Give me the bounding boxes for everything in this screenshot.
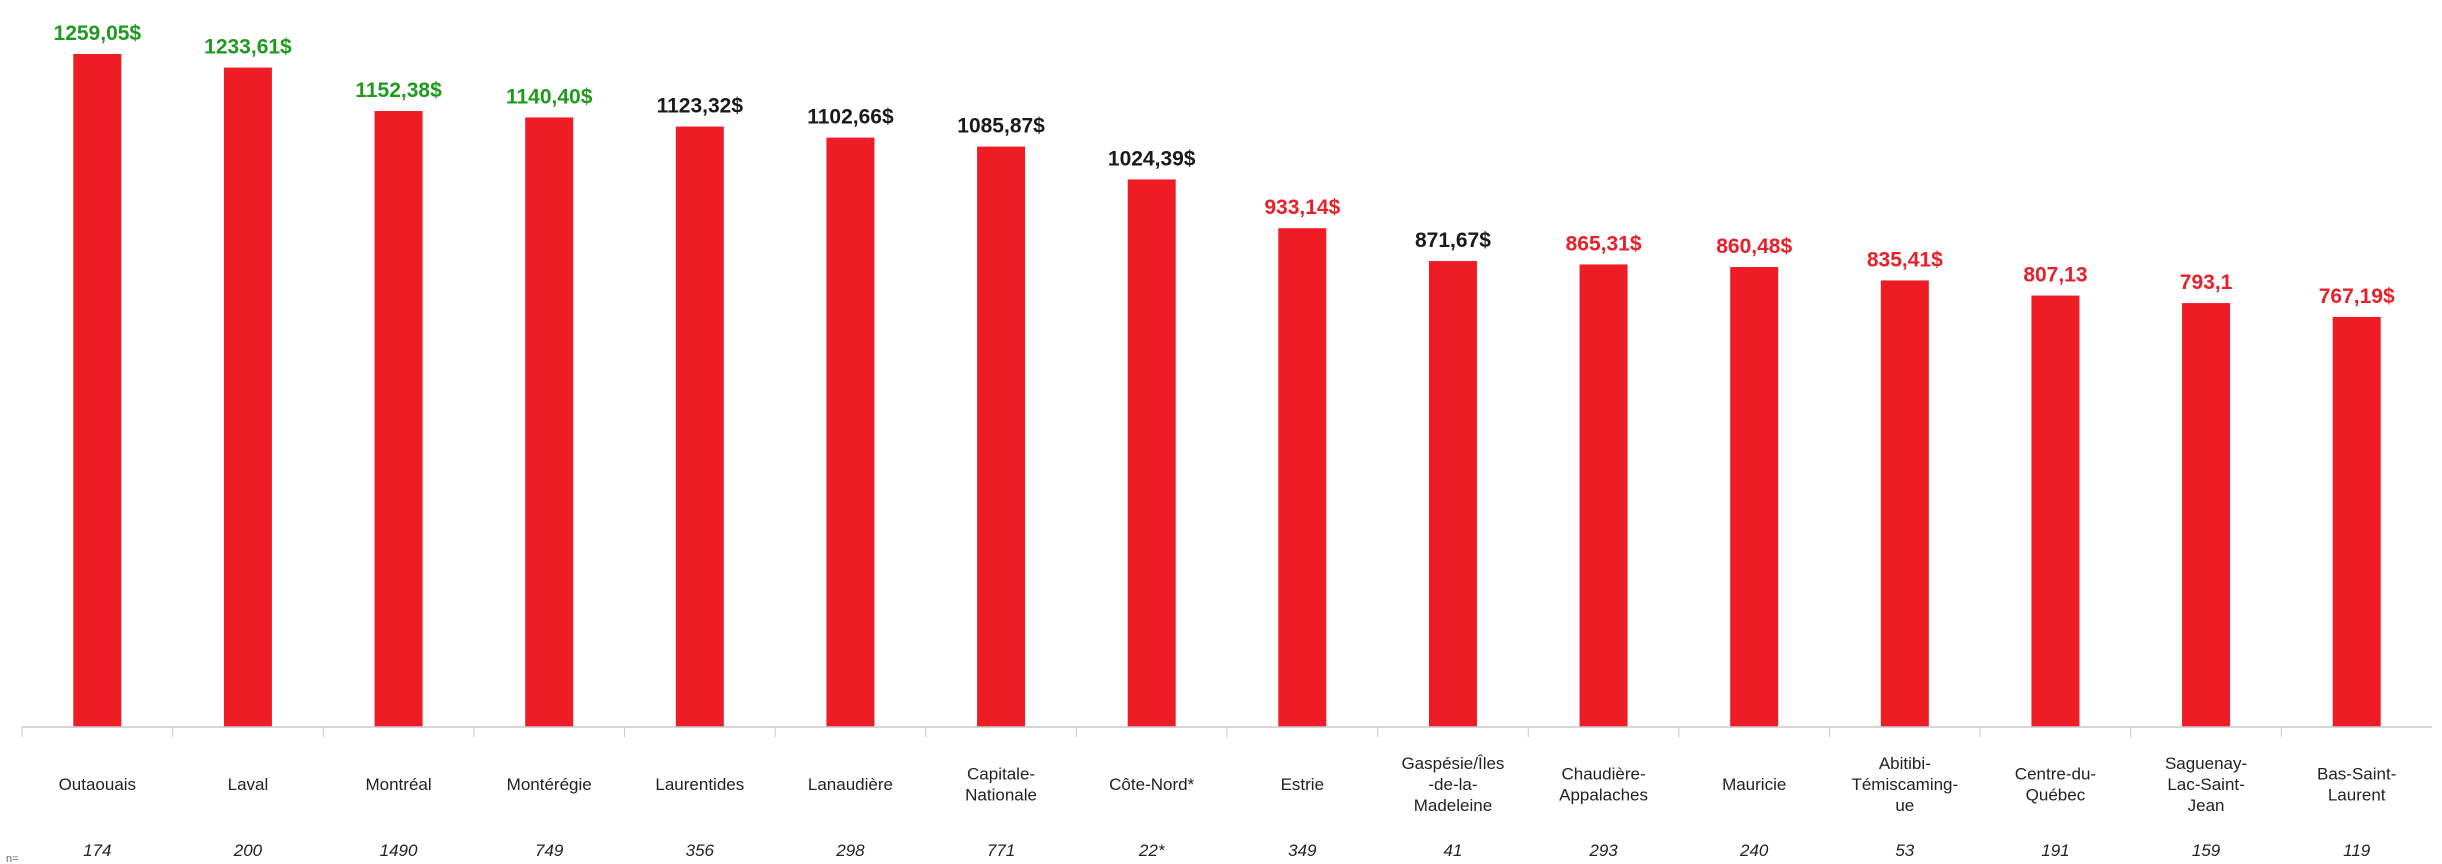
bar-value-label: 933,14$ (1264, 196, 1340, 219)
category-label: Côte-Nord* (1109, 775, 1194, 794)
bar-value-label: 871,67$ (1415, 229, 1491, 252)
count-label: 22* (1138, 841, 1166, 860)
x-axis (21, 726, 2432, 737)
category-label: Laval (228, 775, 269, 794)
bar (1127, 179, 1176, 728)
value-labels-group: 1259,05$ 1233,61$ 1152,38$ 1140,40$ 1123,32$… (54, 22, 2395, 308)
count-label: 749 (535, 841, 564, 860)
bar-value-label: 793,1 (2180, 271, 2233, 294)
bar (2332, 316, 2381, 727)
count-label: 349 (1288, 841, 1317, 860)
bar (977, 146, 1026, 728)
bar (1428, 261, 1477, 727)
bar-value-label: 860,48$ (1716, 235, 1792, 258)
category-label: Mauricie (1722, 775, 1786, 794)
bar-value-label: 1140,40$ (506, 85, 593, 108)
bar (826, 137, 875, 727)
category-label: Laurentides (655, 775, 744, 794)
bars-group (73, 54, 2381, 728)
count-label: 53 (1895, 841, 1914, 860)
category-label: Gaspésie/Îles -de-la-Madeleine (1401, 754, 1504, 815)
bar (1579, 264, 1628, 727)
count-label: 174 (83, 841, 111, 860)
count-label: 771 (987, 841, 1015, 860)
bar (2182, 303, 2231, 727)
category-label: Outaouais (59, 775, 137, 794)
category-label: Lanaudière (808, 775, 893, 794)
category-label: Chaudière-Appalaches (1559, 765, 1648, 805)
category-label: Abitibi-Témiscaming-ue (1851, 754, 1958, 815)
bar (1730, 267, 1779, 727)
bar (525, 117, 574, 727)
bar-value-label: 767,19$ (2319, 285, 2395, 308)
bar-value-label: 1233,61$ (204, 36, 292, 59)
count-labels-group: 174 200 1490 749 356 298 771 22* 349 41 293 240 53 19… (83, 841, 2371, 860)
count-label: 356 (686, 841, 715, 860)
count-label: 1490 (380, 841, 418, 860)
bar (223, 67, 272, 727)
category-label: Montréal (365, 775, 431, 794)
bar (1880, 280, 1929, 727)
bar-value-label: 1102,66$ (807, 106, 894, 129)
bar-value-label: 865,31$ (1566, 232, 1642, 255)
bar-value-label: 1123,32$ (657, 95, 744, 118)
bar (73, 54, 122, 727)
count-label: 298 (835, 841, 865, 860)
category-label: Estrie (1281, 775, 1324, 794)
count-label: 240 (1739, 841, 1769, 860)
bar (374, 111, 423, 728)
count-label: 200 (233, 841, 263, 860)
count-label: 293 (1588, 841, 1618, 860)
count-label: 159 (2192, 841, 2221, 860)
bar-value-label: 807,13 (2023, 264, 2087, 287)
category-label: Saguenay-Lac-Saint-Jean (2165, 754, 2247, 815)
category-label: Montérégie (507, 775, 592, 794)
bar (675, 126, 724, 727)
count-label: 41 (1443, 841, 1462, 860)
category-label: Centre-du-Québec (2015, 765, 2096, 805)
bar-value-label: 1024,39$ (1108, 147, 1196, 170)
count-label: 191 (2041, 841, 2069, 860)
bar-value-label: 1259,05$ (54, 22, 142, 45)
bar (2031, 295, 2080, 727)
bar-value-label: 1085,87$ (957, 115, 1045, 138)
count-label: 119 (2343, 841, 2371, 860)
corner-note: n= (6, 853, 19, 864)
bar-value-label: 1152,38$ (355, 79, 442, 102)
category-labels-group: Outaouais Laval Montréal Montérégie Laurenti… (59, 754, 2397, 815)
bar-value-label: 835,41$ (1867, 248, 1943, 271)
category-label: Bas-Saint-Laurent (2317, 765, 2396, 805)
category-label: Capitale-Nationale (965, 765, 1037, 805)
bar (1278, 228, 1327, 727)
